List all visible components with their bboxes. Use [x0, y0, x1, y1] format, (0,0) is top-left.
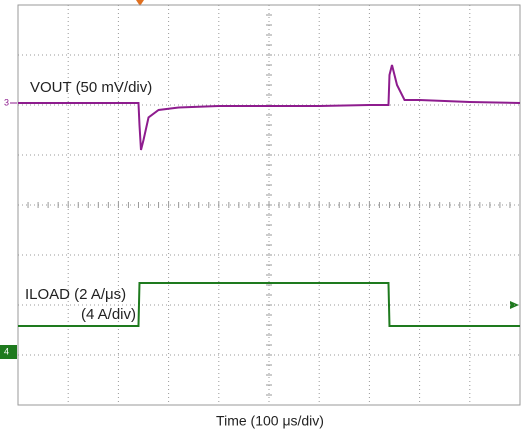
trace: [18, 64, 521, 151]
channel-marker-box: [0, 345, 17, 359]
series-label: ILOAD (2 A/μs): [25, 286, 126, 303]
frame: [17, 4, 521, 406]
x-axis-label: Time (100 μs/div): [216, 413, 324, 429]
series-label: VOUT (50 mV/div): [30, 79, 152, 96]
trigger-marker: [136, 0, 144, 6]
channel-marker: 4: [4, 346, 9, 356]
series-label: (4 A/div): [81, 306, 136, 323]
channel-marker: 3: [4, 97, 9, 107]
trace: [18, 282, 520, 327]
